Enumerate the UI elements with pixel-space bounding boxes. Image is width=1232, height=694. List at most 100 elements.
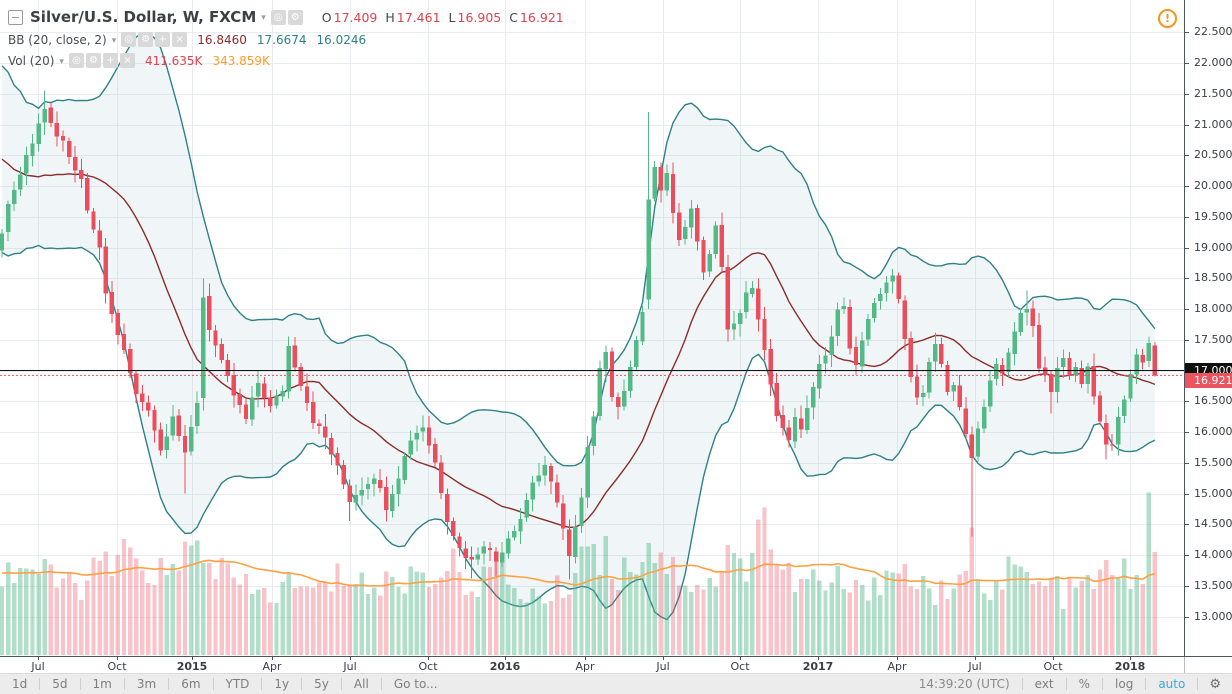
time-axis[interactable]: Jul Oct 2015 Apr Jul Oct 2016 Apr Jul Oct 2017 Apr J… (0, 656, 1232, 674)
remove-indicator-icon[interactable]: × (119, 53, 135, 68)
add-indicator-icon[interactable]: + (155, 32, 171, 47)
ohlc-open: 17.409 (333, 9, 378, 25)
time-axis-label: Oct (1043, 660, 1063, 673)
toolbar-divider (39, 678, 41, 690)
price-axis-tick: 15.500 (1185, 456, 1232, 469)
ohlc-low: 16.905 (457, 9, 502, 25)
ohlc-key: C (509, 9, 518, 25)
price-axis-tick: 22.500 (1185, 26, 1232, 38)
time-axis-tick-mark (663, 657, 664, 660)
time-axis-label: Jul (343, 660, 357, 673)
bb-indicator-label[interactable]: BB (20, close, 2) (8, 32, 107, 47)
auto-button[interactable]: auto (1158, 677, 1186, 691)
time-axis-tick-mark (350, 657, 351, 660)
legend: Silver/U.S. Dollar, W, FXCM ▾ ◎ ⚙ O 17.40… (8, 5, 564, 71)
collapse-pane-icon[interactable] (8, 9, 23, 25)
price-axis-tick: 20.500 (1185, 149, 1232, 161)
ohlc-values: O 17.409 H 17.461 L 16.905 C 16.921 (314, 10, 564, 25)
bb-values: 16.8460 17.6674 16.0246 (197, 33, 376, 47)
visibility-eye-icon[interactable]: ◎ (121, 32, 137, 47)
time-axis-tick-mark (818, 657, 819, 660)
range-button-ytd[interactable]: YTD (225, 677, 250, 691)
range-button-5y[interactable]: 5y (314, 677, 329, 691)
time-axis-tick-mark (1130, 657, 1131, 660)
time-axis-label: Oct (107, 660, 127, 673)
volume-ma-line (1, 559, 1156, 587)
price-axis-tick: 13.500 (1185, 579, 1232, 592)
time-axis-tick-mark (897, 657, 898, 660)
alert-warning-icon[interactable]: ! (1158, 9, 1177, 28)
toolbar-divider (1065, 678, 1067, 690)
price-axis[interactable]: 22.500 22.000 21.500 21.000 20.500 20.000 19.5… (1184, 0, 1232, 656)
toolbar-divider (340, 678, 342, 690)
price-axis-tick: 18.500 (1185, 272, 1232, 284)
bollinger-bands (1, 32, 1156, 621)
settings-gear-icon[interactable]: ⚙ (138, 32, 154, 47)
bb-lower-line (1, 244, 1156, 621)
range-button-all[interactable]: All (353, 677, 369, 691)
time-axis-label: 2015 (176, 660, 208, 673)
remove-indicator-icon[interactable]: × (172, 32, 188, 47)
time-axis-label: Oct (730, 660, 750, 673)
range-button-1d[interactable]: 1d (12, 677, 28, 691)
range-button-1y[interactable]: 1y (274, 677, 290, 691)
price-chart-pane[interactable]: Silver/U.S. Dollar, W, FXCM ▾ ◎ ⚙ O 17.40… (0, 0, 1184, 656)
log-button[interactable]: log (1115, 677, 1134, 691)
percent-scale-button[interactable]: % (1078, 677, 1091, 691)
range-buttons-group: 1d 5d 1m 3m 6m YTD 1y 5y All Go to... (0, 674, 450, 694)
range-button-6m[interactable]: 6m (181, 677, 201, 691)
symbol-title[interactable]: Silver/U.S. Dollar, W, FXCM (30, 8, 257, 26)
settings-gear-icon[interactable]: ⚙ (85, 53, 101, 68)
time-axis-tick-mark (1053, 657, 1054, 660)
toolbar-divider (1197, 678, 1199, 690)
bb-upper-line (1, 32, 1156, 467)
toolbar-divider (168, 678, 170, 690)
volume-indicator-label[interactable]: Vol (20) (8, 53, 55, 68)
time-axis-label: Jul (968, 660, 982, 673)
time-axis-tick-mark (505, 657, 506, 660)
visibility-eye-icon[interactable]: ◎ (270, 9, 286, 25)
volume-ma (1, 559, 1156, 587)
price-axis-tick: 15.000 (1185, 487, 1232, 500)
range-button-1m[interactable]: 1m (92, 677, 112, 691)
range-button-3m[interactable]: 3m (136, 677, 157, 691)
bb-lower-value: 16.0246 (316, 32, 367, 47)
chevron-down-icon[interactable]: ▾ (111, 35, 117, 46)
price-axis-tick: 21.500 (1185, 87, 1232, 100)
clock-utc[interactable]: 14:39:20 (UTC) (918, 677, 1010, 691)
bb-fill (2, 32, 1155, 620)
price-axis-tick: 17.500 (1185, 333, 1232, 346)
price-axis-tick: 21.000 (1185, 118, 1232, 131)
add-indicator-icon[interactable]: + (102, 53, 118, 68)
time-axis-label: 2017 (802, 660, 834, 673)
symbol-legend-row: Silver/U.S. Dollar, W, FXCM ▾ ◎ ⚙ O 17.40… (8, 5, 564, 29)
grid (0, 0, 1184, 656)
chevron-down-icon[interactable]: ▾ (59, 56, 64, 67)
time-axis-label: 2016 (489, 660, 521, 673)
ohlc-key: L (448, 9, 456, 25)
toolbar-divider (1145, 678, 1147, 690)
chevron-down-icon[interactable]: ▾ (261, 13, 266, 23)
toolbar-divider (261, 678, 263, 690)
time-axis-tick-mark (272, 657, 273, 660)
time-axis-label: Apr (887, 660, 907, 673)
toolbar-divider (123, 678, 125, 690)
price-axis-tick: 19.000 (1185, 241, 1232, 254)
time-axis-label: Jul (31, 660, 45, 673)
time-axis-tick-mark (38, 657, 39, 660)
bb-legend-row: BB (20, close, 2) ▾ ◎ ⚙ + × 16.8460 17.6… (8, 29, 564, 50)
price-axis-tick: 14.500 (1185, 518, 1232, 530)
settings-gear-icon[interactable]: ⚙ (287, 9, 303, 25)
range-button-goto[interactable]: Go to... (393, 677, 438, 691)
time-axis-label: 2018 (1114, 660, 1146, 673)
price-axis-tick: 16.000 (1185, 426, 1232, 438)
toolbar-divider (212, 678, 214, 690)
chart-settings-gear-icon[interactable]: ⚙ (1209, 676, 1221, 692)
volume-current-value: 411.635K (144, 53, 203, 68)
range-button-5d[interactable]: 5d (52, 677, 68, 691)
ext-button[interactable]: ext (1034, 677, 1054, 691)
visibility-eye-icon[interactable]: ◎ (68, 53, 84, 68)
time-axis-tick-mark (975, 657, 976, 660)
chart-canvas[interactable] (0, 0, 1184, 656)
